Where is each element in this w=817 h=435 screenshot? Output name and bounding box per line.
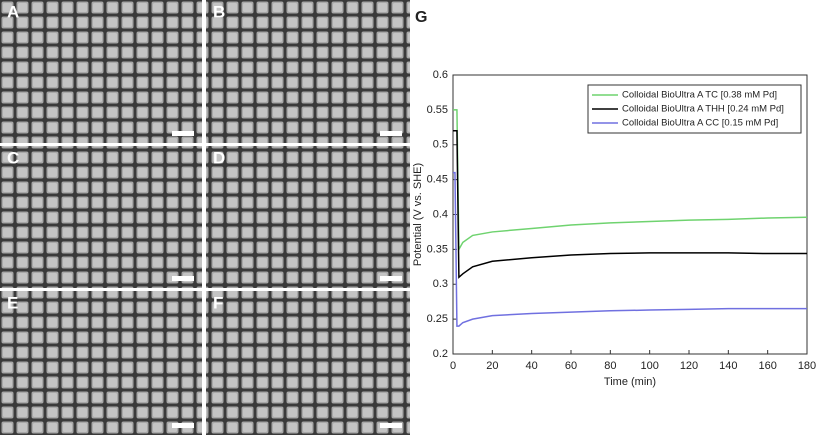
panel-label: E bbox=[7, 293, 18, 312]
panel-label: C bbox=[7, 148, 19, 167]
scale-bar bbox=[172, 276, 194, 281]
sem-image bbox=[206, 146, 410, 288]
sem-image bbox=[0, 0, 202, 143]
x-tick-label: 160 bbox=[758, 360, 776, 372]
sem-image bbox=[206, 291, 410, 435]
x-tick-label: 0 bbox=[450, 360, 456, 372]
y-tick-label: 0.4 bbox=[433, 208, 448, 220]
y-tick-label: 0.55 bbox=[427, 104, 448, 116]
scale-bar bbox=[172, 131, 194, 136]
panel-label: F bbox=[213, 293, 223, 312]
series-line bbox=[453, 130, 807, 279]
series-line bbox=[453, 171, 807, 327]
sem-image bbox=[0, 146, 202, 288]
legend-label: Colloidal BioUltra A TC [0.38 mM Pd] bbox=[622, 90, 777, 101]
sem-image bbox=[206, 0, 410, 143]
legend-label: Colloidal BioUltra A CC [0.15 mM Pd] bbox=[622, 118, 778, 129]
panel-label: G bbox=[415, 9, 427, 26]
scale-bar bbox=[380, 423, 402, 428]
panel-label: A bbox=[7, 2, 19, 21]
scale-bar bbox=[380, 131, 402, 136]
x-tick-label: 140 bbox=[719, 360, 737, 372]
y-tick-label: 0.2 bbox=[433, 348, 448, 360]
scale-bar bbox=[380, 276, 402, 281]
y-tick-label: 0.5 bbox=[433, 139, 448, 151]
panel-label: B bbox=[213, 2, 225, 21]
x-tick-label: 120 bbox=[680, 360, 698, 372]
legend-box bbox=[587, 84, 802, 134]
y-tick-label: 0.35 bbox=[427, 243, 448, 255]
x-tick-label: 180 bbox=[798, 360, 816, 372]
sem-image bbox=[0, 291, 202, 435]
x-axis-label: Time (min) bbox=[604, 376, 656, 388]
x-tick-label: 40 bbox=[526, 360, 538, 372]
x-tick-label: 20 bbox=[486, 360, 498, 372]
x-tick-label: 100 bbox=[640, 360, 658, 372]
y-tick-label: 0.45 bbox=[427, 174, 448, 186]
y-tick-label: 0.25 bbox=[427, 313, 448, 325]
legend-label: Colloidal BioUltra A THH [0.24 mM Pd] bbox=[622, 104, 784, 115]
y-tick-label: 0.6 bbox=[433, 69, 448, 81]
scale-bar bbox=[172, 423, 194, 428]
panel-label: D bbox=[213, 148, 225, 167]
x-tick-label: 80 bbox=[604, 360, 616, 372]
y-axis-label: Potential (V vs. SHE) bbox=[412, 163, 424, 266]
x-tick-label: 60 bbox=[565, 360, 577, 372]
y-tick-label: 0.3 bbox=[433, 278, 448, 290]
